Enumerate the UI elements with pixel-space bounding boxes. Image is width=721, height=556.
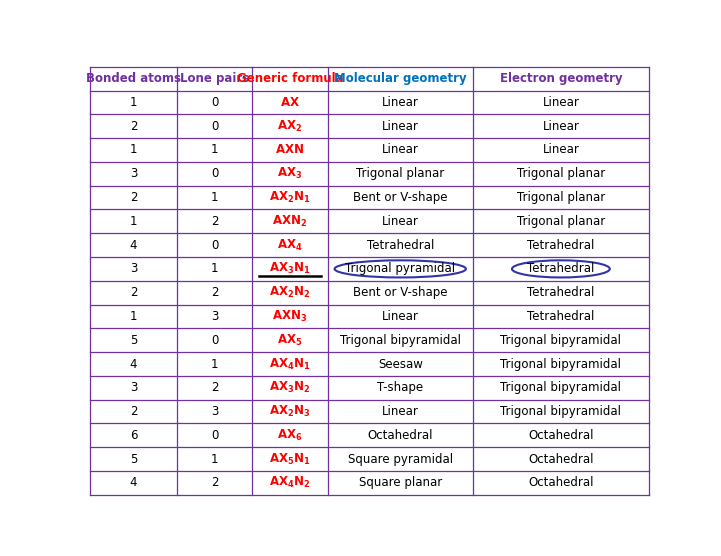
- Text: $\mathbf{AX_{4}N_{1}}$: $\mathbf{AX_{4}N_{1}}$: [269, 356, 311, 371]
- Text: 3: 3: [211, 310, 218, 323]
- Text: Linear: Linear: [542, 143, 580, 156]
- Text: $\mathbf{AX_{6}}$: $\mathbf{AX_{6}}$: [277, 428, 303, 443]
- Text: 2: 2: [130, 405, 137, 418]
- Text: Octahedral: Octahedral: [368, 429, 433, 442]
- Text: 5: 5: [130, 453, 137, 466]
- Text: $\mathbf{AXN}$: $\mathbf{AXN}$: [275, 143, 304, 156]
- Text: Octahedral: Octahedral: [528, 429, 593, 442]
- Text: 4: 4: [130, 358, 137, 370]
- Text: Electron geometry: Electron geometry: [500, 72, 622, 85]
- Text: 4: 4: [130, 239, 137, 252]
- Text: 3: 3: [130, 262, 137, 275]
- Text: $\mathbf{AX_{2}N_{2}}$: $\mathbf{AX_{2}N_{2}}$: [269, 285, 311, 300]
- Text: 2: 2: [130, 286, 137, 299]
- Text: 2: 2: [211, 215, 218, 228]
- Text: $\mathbf{AXN_{3}}$: $\mathbf{AXN_{3}}$: [273, 309, 307, 324]
- Text: Tetrahedral: Tetrahedral: [527, 262, 595, 275]
- Text: $\mathbf{AX_{5}N_{1}}$: $\mathbf{AX_{5}N_{1}}$: [269, 451, 311, 466]
- Text: 3: 3: [211, 405, 218, 418]
- Text: Trigonal planar: Trigonal planar: [517, 191, 605, 204]
- Text: Tetrahedral: Tetrahedral: [366, 239, 434, 252]
- Text: Square pyramidal: Square pyramidal: [348, 453, 453, 466]
- Text: $\mathbf{AX_{3}}$: $\mathbf{AX_{3}}$: [278, 166, 303, 181]
- Text: Linear: Linear: [542, 120, 580, 133]
- Text: 3: 3: [130, 381, 137, 394]
- Text: $\mathbf{AX_{5}}$: $\mathbf{AX_{5}}$: [277, 332, 303, 348]
- Text: 1: 1: [130, 96, 137, 109]
- Text: $\mathbf{AX_{2}}$: $\mathbf{AX_{2}}$: [278, 118, 303, 134]
- Text: 0: 0: [211, 120, 218, 133]
- Text: $\mathbf{AX_{3}N_{1}}$: $\mathbf{AX_{3}N_{1}}$: [269, 261, 311, 276]
- Text: $\mathbf{AXN_{2}}$: $\mathbf{AXN_{2}}$: [273, 214, 307, 229]
- Text: Linear: Linear: [382, 120, 419, 133]
- Text: Bonded atoms: Bonded atoms: [86, 72, 181, 85]
- Text: 1: 1: [211, 143, 218, 156]
- Text: Bent or V-shape: Bent or V-shape: [353, 191, 448, 204]
- Text: Linear: Linear: [382, 143, 419, 156]
- Text: 0: 0: [211, 334, 218, 347]
- Text: 3: 3: [130, 167, 137, 180]
- Text: Tetrahedral: Tetrahedral: [527, 310, 595, 323]
- Text: 2: 2: [130, 191, 137, 204]
- Text: 1: 1: [130, 310, 137, 323]
- Text: T-shape: T-shape: [377, 381, 423, 394]
- Text: Generic formula: Generic formula: [236, 72, 343, 85]
- Text: Trigonal bipyramidal: Trigonal bipyramidal: [500, 381, 622, 394]
- Text: $\mathbf{AX_{2}N_{3}}$: $\mathbf{AX_{2}N_{3}}$: [269, 404, 311, 419]
- Text: Square planar: Square planar: [358, 476, 442, 489]
- Text: 2: 2: [211, 286, 218, 299]
- Text: $\mathbf{AX_{4}}$: $\mathbf{AX_{4}}$: [277, 237, 303, 252]
- Text: Linear: Linear: [382, 96, 419, 109]
- Text: 0: 0: [211, 96, 218, 109]
- Text: Trigonal planar: Trigonal planar: [517, 215, 605, 228]
- Text: Linear: Linear: [542, 96, 580, 109]
- Text: Seesaw: Seesaw: [378, 358, 423, 370]
- Text: 1: 1: [211, 191, 218, 204]
- Text: Lone pairs: Lone pairs: [180, 72, 249, 85]
- Text: Bent or V-shape: Bent or V-shape: [353, 286, 448, 299]
- Text: Tetrahedral: Tetrahedral: [527, 286, 595, 299]
- Text: 1: 1: [211, 358, 218, 370]
- Text: Molecular geometry: Molecular geometry: [334, 72, 466, 85]
- Text: Trigonal bipyramidal: Trigonal bipyramidal: [500, 405, 622, 418]
- Text: Trigonal pyramidal: Trigonal pyramidal: [345, 262, 455, 275]
- Text: Trigonal bipyramidal: Trigonal bipyramidal: [340, 334, 461, 347]
- Text: Linear: Linear: [382, 215, 419, 228]
- Text: Octahedral: Octahedral: [528, 453, 593, 466]
- Text: 1: 1: [211, 262, 218, 275]
- Text: Linear: Linear: [382, 405, 419, 418]
- Text: 0: 0: [211, 167, 218, 180]
- Text: $\mathbf{AX_{4}N_{2}}$: $\mathbf{AX_{4}N_{2}}$: [269, 475, 311, 490]
- Text: 2: 2: [130, 120, 137, 133]
- Text: Trigonal bipyramidal: Trigonal bipyramidal: [500, 334, 622, 347]
- Text: $\mathbf{AX}$: $\mathbf{AX}$: [280, 96, 300, 109]
- Text: Trigonal planar: Trigonal planar: [356, 167, 444, 180]
- Text: 0: 0: [211, 429, 218, 442]
- Text: 0: 0: [211, 239, 218, 252]
- Text: Trigonal bipyramidal: Trigonal bipyramidal: [500, 358, 622, 370]
- Text: 1: 1: [130, 143, 137, 156]
- Text: 4: 4: [130, 476, 137, 489]
- Text: 2: 2: [211, 381, 218, 394]
- Text: 6: 6: [130, 429, 137, 442]
- Text: Tetrahedral: Tetrahedral: [527, 239, 595, 252]
- Text: 5: 5: [130, 334, 137, 347]
- Text: Octahedral: Octahedral: [528, 476, 593, 489]
- Text: $\mathbf{AX_{3}N_{2}}$: $\mathbf{AX_{3}N_{2}}$: [269, 380, 311, 395]
- Text: Trigonal planar: Trigonal planar: [517, 167, 605, 180]
- Text: 1: 1: [130, 215, 137, 228]
- Text: 1: 1: [211, 453, 218, 466]
- Text: 2: 2: [211, 476, 218, 489]
- Text: $\mathbf{AX_{2}N_{1}}$: $\mathbf{AX_{2}N_{1}}$: [269, 190, 311, 205]
- Text: Linear: Linear: [382, 310, 419, 323]
